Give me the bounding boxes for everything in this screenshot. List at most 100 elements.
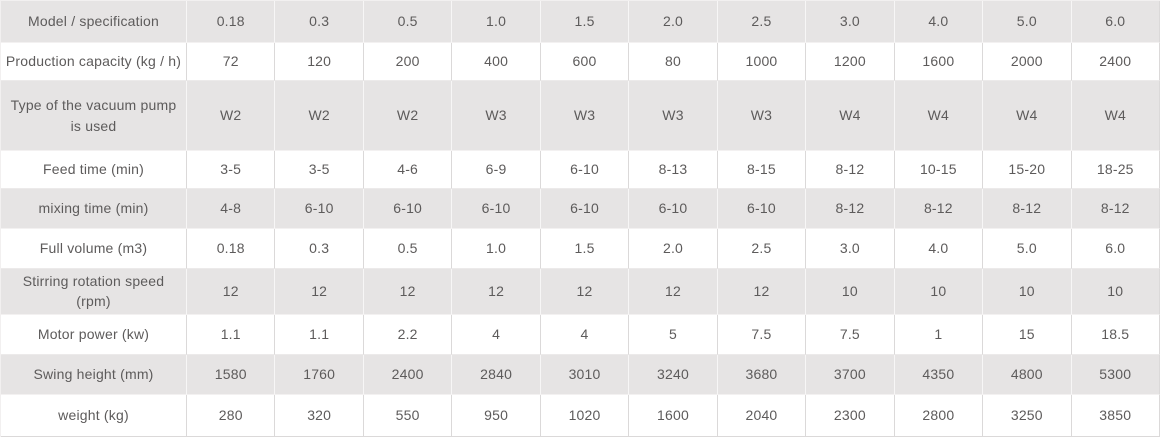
cell: W4: [894, 81, 984, 151]
cell: 1020: [540, 394, 630, 437]
table-row: Feed time (min) 3-5 3-5 4-6 6-9 6-10 8-13 8-15 8…: [1, 151, 1160, 189]
cell: 3-5: [275, 151, 364, 189]
cell: 0.5: [363, 1, 453, 43]
cell: 2.2: [363, 314, 453, 355]
cell: W3: [452, 81, 541, 151]
cell: 12: [629, 269, 718, 315]
cell: 8-12: [806, 151, 895, 189]
cell: 72: [187, 43, 276, 81]
cell: 400: [452, 43, 541, 81]
cell: 10: [894, 269, 984, 315]
cell: 5: [629, 314, 718, 355]
cell: 12: [363, 269, 453, 315]
cell: 2840: [452, 354, 541, 395]
table-row: Type of the vacuum pump is used W2 W2 W2 W3 W…: [1, 81, 1160, 151]
row-label: Motor power (kw): [1, 314, 187, 355]
cell: 6-10: [717, 189, 807, 229]
cell: 3010: [540, 354, 630, 395]
cell: 6.0: [1071, 1, 1160, 43]
cell: 10-15: [894, 151, 984, 189]
cell: 15-20: [983, 151, 1072, 189]
cell: 550: [363, 394, 453, 437]
cell: 12: [717, 269, 807, 315]
cell: 6-10: [629, 189, 718, 229]
cell: 2.5: [717, 1, 807, 43]
cell: 6-9: [452, 151, 541, 189]
cell: 0.5: [363, 229, 453, 269]
cell: 6-10: [363, 189, 453, 229]
table-row: mixing time (min) 4-8 6-10 6-10 6-10 6-10 6-10…: [1, 189, 1160, 229]
cell: W3: [717, 81, 807, 151]
cell: 8-12: [894, 189, 984, 229]
cell: 7.5: [806, 314, 895, 355]
cell: 0.3: [275, 1, 364, 43]
cell: 15: [983, 314, 1072, 355]
cell: 3680: [717, 354, 807, 395]
cell: 2400: [363, 354, 453, 395]
cell: 1580: [187, 354, 276, 395]
cell: 80: [629, 43, 718, 81]
cell: 10: [1071, 269, 1160, 315]
cell: 0.18: [187, 1, 276, 43]
cell: 5300: [1071, 354, 1160, 395]
cell: 600: [540, 43, 630, 81]
table-row: Motor power (kw) 1.1 1.1 2.2 4 4 5 7.5 7.5 1 15 18.…: [1, 314, 1160, 355]
cell: 1.5: [540, 1, 630, 43]
cell: 2800: [894, 394, 984, 437]
cell: 4800: [983, 354, 1072, 395]
cell: W3: [540, 81, 630, 151]
cell: 320: [275, 394, 364, 437]
cell: 2000: [983, 43, 1072, 81]
cell: 3.0: [806, 1, 895, 43]
cell: 10: [983, 269, 1072, 315]
row-label: Full volume (m3): [1, 229, 187, 269]
cell: 3.0: [806, 229, 895, 269]
cell: 1: [894, 314, 984, 355]
cell: 2040: [717, 394, 807, 437]
cell: 1000: [717, 43, 807, 81]
cell: 0.3: [275, 229, 364, 269]
cell: 1.1: [275, 314, 364, 355]
cell: W2: [275, 81, 364, 151]
cell: 2.5: [717, 229, 807, 269]
row-label: mixing time (min): [1, 189, 187, 229]
cell: 3700: [806, 354, 895, 395]
cell: 8-12: [1071, 189, 1160, 229]
cell: 6-10: [452, 189, 541, 229]
cell: 1.1: [187, 314, 276, 355]
cell: 6-10: [275, 189, 364, 229]
cell: 4-6: [363, 151, 453, 189]
row-label: Type of the vacuum pump is used: [1, 81, 187, 151]
cell: 1600: [894, 43, 984, 81]
row-label: Swing height (mm): [1, 354, 187, 395]
cell: 8-13: [629, 151, 718, 189]
cell: 4.0: [894, 1, 984, 43]
table-row: Production capacity (kg / h) 72 120 200 400 6…: [1, 43, 1160, 81]
cell: 1600: [629, 394, 718, 437]
cell: 0.18: [187, 229, 276, 269]
cell: 3250: [983, 394, 1072, 437]
cell: 2300: [806, 394, 895, 437]
cell: 4: [452, 314, 541, 355]
cell: 8-15: [717, 151, 807, 189]
cell: 2.0: [629, 1, 718, 43]
cell: W2: [363, 81, 453, 151]
row-label: Stirring rotation speed (rpm): [1, 269, 187, 315]
table-row: Swing height (mm) 1580 1760 2400 2840 3010 324…: [1, 354, 1160, 395]
cell: 6.0: [1071, 229, 1160, 269]
cell: W4: [1071, 81, 1160, 151]
cell: 120: [275, 43, 364, 81]
cell: 18-25: [1071, 151, 1160, 189]
cell: 12: [275, 269, 364, 315]
table-row: Full volume (m3) 0.18 0.3 0.5 1.0 1.5 2.0 2.5 3.…: [1, 229, 1160, 269]
cell: 12: [540, 269, 630, 315]
cell: 1200: [806, 43, 895, 81]
cell: 4: [540, 314, 630, 355]
cell: W4: [806, 81, 895, 151]
row-label: Model / specification: [1, 1, 187, 43]
cell: 10: [806, 269, 895, 315]
cell: W4: [983, 81, 1072, 151]
cell: 5.0: [983, 229, 1072, 269]
